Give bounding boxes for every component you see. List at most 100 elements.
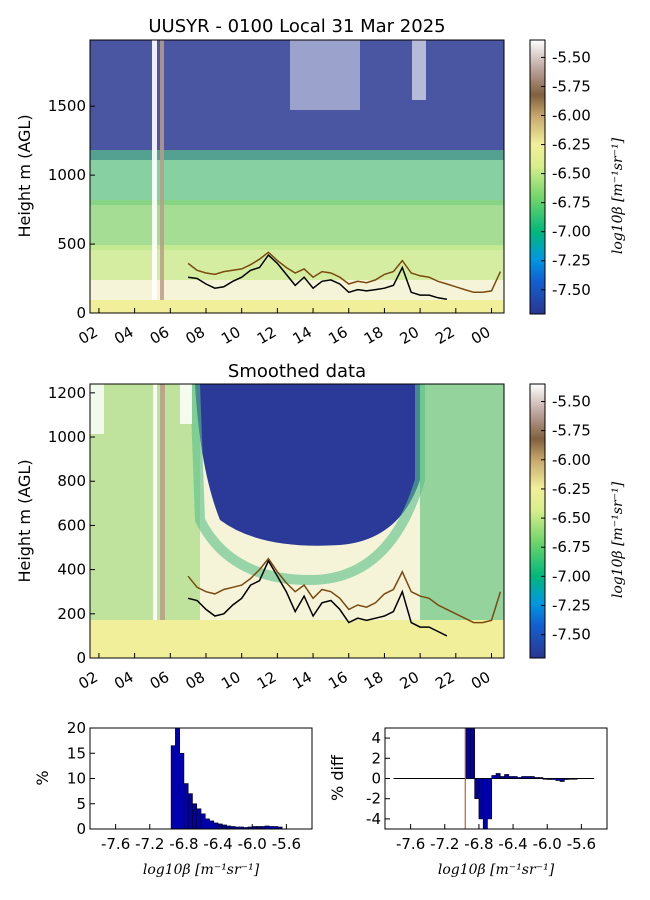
y-tick-label: 1500	[48, 97, 86, 115]
x-tick-label: -5.6	[272, 835, 301, 853]
colorbar-tick-label: -6.25	[552, 480, 591, 498]
colorbar-tick-label: -5.50	[552, 392, 591, 410]
x-tick-label: 00	[468, 323, 494, 348]
bar	[478, 778, 484, 820]
bar	[465, 727, 471, 779]
lines-1	[187, 251, 502, 300]
x-tick-label: -7.2	[430, 835, 459, 853]
bar	[183, 783, 189, 830]
x-tick-label: 22	[432, 323, 458, 348]
y-ticks-1: 0 500 1000 1500	[48, 97, 95, 322]
chart-title-2: Smoothed data	[228, 361, 366, 382]
colorbar-tick-label: -7.50	[552, 626, 591, 644]
colorbar-label-1: log10β [m⁻¹sr⁻¹]	[610, 137, 626, 254]
bar	[529, 776, 535, 779]
lines-2	[187, 557, 502, 637]
y-tick-label: 1000	[48, 166, 86, 184]
y-tick-label: 1000	[48, 428, 86, 446]
x-tick-label: -5.6	[567, 835, 596, 853]
y-axis-label-1: Height m (AGL)	[15, 114, 34, 237]
y-tick-label: 20	[67, 719, 86, 737]
bar	[559, 778, 565, 782]
x-tick-label: 14	[290, 668, 316, 693]
bar	[209, 820, 215, 830]
colorbar-tick-label: -7.25	[552, 597, 591, 615]
x-tick-label: -7.6	[396, 835, 425, 853]
bar	[512, 776, 518, 779]
x-tick-label: 20	[397, 668, 423, 693]
x-ticks-2: 02 04 06 08 10 12 14 16 18 20 22 00	[75, 653, 494, 693]
y-tick-label: 200	[57, 605, 86, 623]
colorbar-tick-label: -5.75	[552, 77, 591, 95]
colorbar-2	[529, 383, 546, 659]
x-tick-label: 12	[254, 668, 280, 693]
bar	[470, 727, 475, 779]
colorbar-tick-label: -7.00	[552, 567, 591, 585]
x-tick-label: -7.6	[101, 835, 130, 853]
colorbar-tick-label: -6.50	[552, 509, 591, 527]
colorbar-tick-label: -7.50	[552, 281, 591, 299]
x-tick-label: 00	[468, 668, 494, 693]
y-ticks-2: 0 200 400 600 800 1000 1200	[48, 384, 95, 667]
bar	[175, 727, 180, 830]
x-tick-label: 16	[325, 323, 351, 348]
y-tick-label: 400	[57, 561, 86, 579]
y-tick-label: 1200	[48, 384, 86, 402]
series-line	[187, 559, 448, 637]
bar	[491, 775, 497, 779]
bar	[564, 778, 569, 780]
colorbar-label-2: log10β [m⁻¹sr⁻¹]	[610, 481, 626, 598]
colorbar-ticks-1: -5.50 -5.75 -6.00 -6.25 -6.50 -6.75 -7.00 -7.25…	[541, 48, 591, 299]
x-tick-label: -6.0	[533, 835, 562, 853]
series-line	[187, 251, 502, 294]
bar	[499, 776, 505, 779]
x-tick-label: 16	[325, 668, 351, 693]
x-tick-label: 04	[111, 668, 137, 693]
x-tick-label: 20	[397, 323, 423, 348]
x-tick-label: 18	[361, 668, 387, 693]
plot-frame-1	[89, 39, 505, 314]
y-tick-label: 0	[76, 820, 86, 838]
histogram-bars	[170, 727, 283, 830]
y-tick-label: 0	[371, 770, 381, 788]
colorbar-tick-label: -6.75	[552, 194, 591, 212]
y-tick-label: 500	[57, 235, 86, 253]
x-axis-label-4: log10β [m⁻¹sr⁻¹]	[438, 862, 555, 878]
x-tick-label: -6.0	[238, 835, 267, 853]
y-ticks-4: -4 -2 0 2 4	[366, 729, 390, 828]
bar	[200, 813, 206, 830]
bar	[534, 777, 539, 779]
x-tick-label: 12	[254, 323, 280, 348]
bar	[196, 808, 202, 830]
bar	[508, 776, 514, 779]
x-tick-label: 18	[361, 323, 387, 348]
bar	[213, 822, 219, 830]
bar	[525, 776, 531, 779]
y-tick-label: 5	[76, 795, 86, 813]
y-tick-label: 800	[57, 472, 86, 490]
x-tick-label: 08	[182, 323, 208, 348]
x-tick-label: 08	[182, 668, 208, 693]
x-tick-label: 04	[111, 323, 137, 348]
colorbar-1	[529, 39, 546, 315]
bar	[504, 774, 510, 779]
colorbar-tick-label: -6.00	[552, 107, 591, 125]
colorbar-tick-label: -7.00	[552, 223, 591, 241]
bar	[517, 777, 522, 779]
y-tick-label: -4	[366, 810, 381, 828]
bar	[568, 778, 574, 780]
colorbar-tick-label: -6.75	[552, 538, 591, 556]
bar	[546, 778, 552, 780]
x-tick-label: 10	[218, 323, 244, 348]
bar	[187, 793, 193, 830]
x-ticks-1: 02 04 06 08 10 12 14 16 18 20 22 00	[75, 308, 494, 348]
y-tick-label: 600	[57, 516, 86, 534]
bar	[204, 818, 210, 830]
bar	[192, 803, 198, 830]
bar	[179, 752, 185, 830]
bar	[555, 778, 561, 781]
colorbar-tick-label: -5.75	[552, 422, 591, 440]
bar	[482, 778, 488, 830]
y-tick-label: 2	[371, 749, 381, 767]
